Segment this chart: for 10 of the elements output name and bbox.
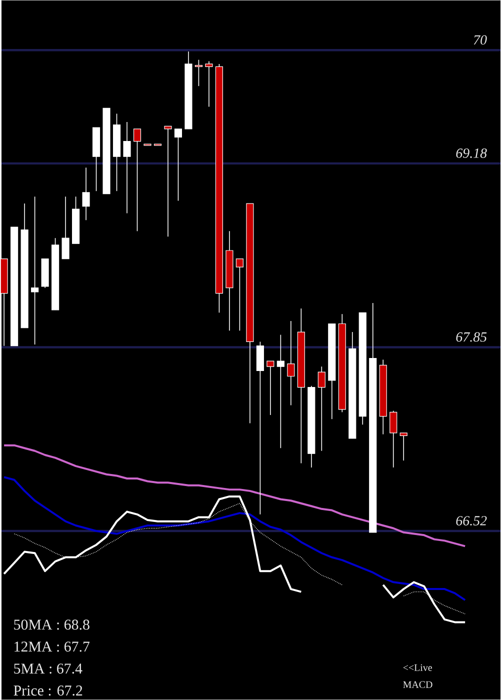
y-tick-label: 69.18: [456, 148, 488, 158]
annotation: <<Live: [404, 664, 432, 671]
annotation: MACD: [403, 681, 432, 688]
y-tick-label: 66.52: [456, 516, 487, 526]
y-tick-label: 70: [474, 35, 488, 45]
y-tick-label: 67.85: [456, 332, 487, 342]
annotation: Price : 67.2: [14, 686, 82, 696]
annotation: 5MA : 67.4: [14, 664, 82, 674]
annotation: 50MA : 68.8: [14, 620, 90, 630]
annotation: 12MA : 67.7: [14, 642, 90, 652]
